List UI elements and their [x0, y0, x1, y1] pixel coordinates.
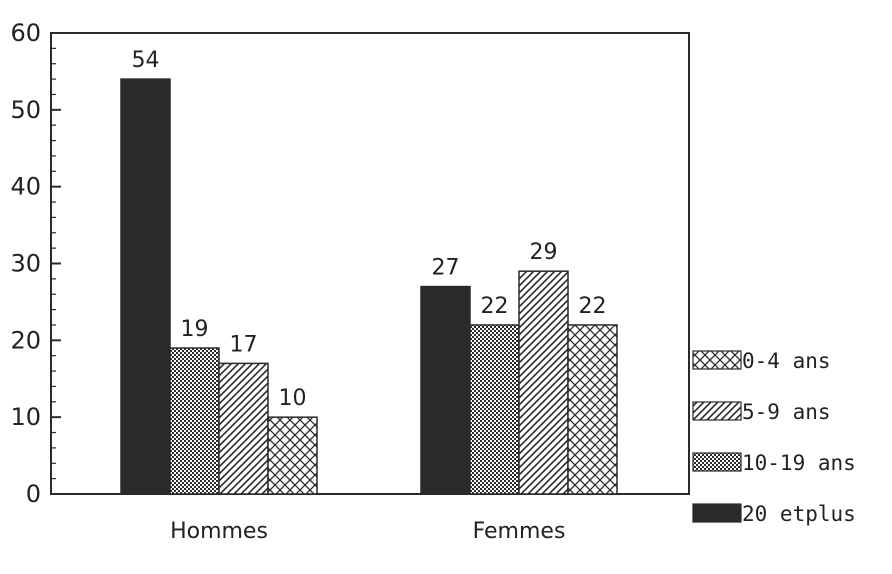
- y-tick-label-50: 50: [10, 96, 41, 124]
- bar-femmes-20-etplus: [420, 285, 471, 495]
- legend-label-10-19-ans: 10-19 ans: [742, 451, 856, 475]
- bar-femmes-0-4-ans: [567, 324, 618, 495]
- bars: 54 19 17 10 27 22 29 22: [120, 48, 618, 495]
- bar-hommes-5-9-ans: [218, 362, 269, 495]
- legend-swatch-0-4-ans: [692, 350, 742, 370]
- legend-swatch-10-19-ans: [692, 452, 742, 472]
- bar-hommes-10-19-ans: [169, 347, 220, 495]
- legend-swatch-5-9-ans: [692, 401, 742, 421]
- legend-label-0-4-ans: 0-4 ans: [742, 349, 831, 373]
- data-label-hommes-0-4-ans: 10: [279, 386, 307, 411]
- bar-femmes-5-9-ans: [518, 270, 569, 495]
- y-axis: 0 10 20 30 40 50 60: [10, 19, 61, 508]
- bar-hommes-20-etplus: [120, 78, 171, 495]
- legend-label-20-etplus: 20 etplus: [742, 502, 856, 526]
- y-tick-label-40: 40: [10, 173, 41, 201]
- legend: 0-4 ans 5-9 ans 10-19 ans 20 etplus: [692, 349, 856, 526]
- data-label-hommes-10-19-ans: 19: [181, 317, 209, 342]
- y-tick-label-0: 0: [26, 480, 41, 508]
- y-tick-label-60: 60: [10, 19, 41, 47]
- category-label-hommes: Hommes: [170, 519, 268, 544]
- data-label-femmes-10-19-ans: 22: [481, 294, 509, 319]
- bar-femmes-10-19-ans: [469, 324, 520, 495]
- data-label-hommes-5-9-ans: 17: [230, 332, 258, 357]
- legend-label-5-9-ans: 5-9 ans: [742, 400, 831, 424]
- y-tick-label-20: 20: [10, 326, 41, 354]
- bar-hommes-0-4-ans: [267, 416, 318, 495]
- x-axis: Hommes Femmes: [170, 519, 565, 544]
- y-tick-label-10: 10: [10, 403, 41, 431]
- data-label-femmes-0-4-ans: 22: [579, 294, 607, 319]
- y-tick-label-30: 30: [10, 250, 41, 278]
- legend-swatch-20-etplus: [692, 503, 742, 523]
- data-label-hommes-20-etplus: 54: [132, 48, 160, 73]
- data-label-femmes-20-etplus: 27: [432, 256, 460, 281]
- data-label-femmes-5-9-ans: 29: [530, 240, 558, 265]
- category-label-femmes: Femmes: [473, 519, 566, 544]
